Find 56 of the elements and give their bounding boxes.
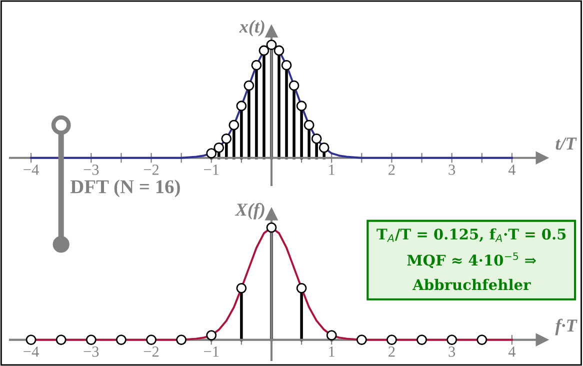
point [266, 222, 277, 233]
point [318, 142, 330, 153]
point [258, 45, 270, 56]
point [311, 133, 322, 144]
point [214, 142, 224, 153]
point [244, 80, 254, 91]
point [281, 60, 292, 70]
point [251, 60, 262, 70]
point [116, 334, 126, 346]
point [236, 282, 247, 294]
point [446, 334, 458, 346]
point [356, 334, 367, 346]
point [176, 334, 187, 346]
point [221, 133, 232, 144]
x-tick-label: 1 [329, 164, 335, 175]
x-tick-label: 4 [508, 164, 516, 175]
point [56, 334, 66, 346]
point [476, 334, 488, 346]
x-tick-label: −2 [144, 164, 159, 175]
point [266, 40, 277, 50]
x-tick-label: −4 [24, 346, 39, 357]
x-tick-label: 2 [388, 346, 395, 357]
x-tick-label: −3 [84, 346, 99, 357]
x-tick-label: 4 [508, 346, 516, 357]
x-axis-title: f·T [555, 318, 578, 336]
x-tick-label: −4 [24, 164, 39, 175]
point [146, 334, 156, 346]
point [296, 100, 307, 112]
point [296, 282, 307, 294]
annotation: MQF ≈ 4·10$^{−5}$ ⇒ [407, 252, 536, 268]
point [416, 334, 427, 346]
point [274, 45, 284, 56]
point [236, 100, 247, 112]
x-tick-label: 3 [448, 346, 456, 357]
point [86, 334, 96, 346]
point [304, 120, 314, 130]
x-tick-label: −3 [84, 164, 99, 175]
annotation: T$_{A}$/T = 0.125, f$_{A}$·T = 0.5 [376, 228, 566, 242]
text: DFT (N = 16) [70, 180, 180, 198]
point [386, 334, 397, 346]
point [206, 330, 217, 341]
x-tick-label: −1 [204, 346, 219, 357]
annotation: Abbruchfehler [412, 278, 531, 290]
y-axis-title: x(t) [239, 20, 264, 36]
y-axis-title: X(f) [234, 202, 264, 220]
x-tick-label: −1 [204, 164, 219, 175]
point [206, 148, 217, 159]
point [288, 80, 300, 91]
point [26, 334, 36, 346]
x-tick-label: 3 [448, 164, 456, 175]
x-axis-title: t/T [556, 138, 577, 150]
point [228, 120, 240, 130]
x-tick-label: 2 [388, 164, 395, 175]
x-tick-label: 1 [329, 346, 335, 357]
x-tick-label: −2 [144, 346, 159, 357]
point [326, 330, 337, 341]
